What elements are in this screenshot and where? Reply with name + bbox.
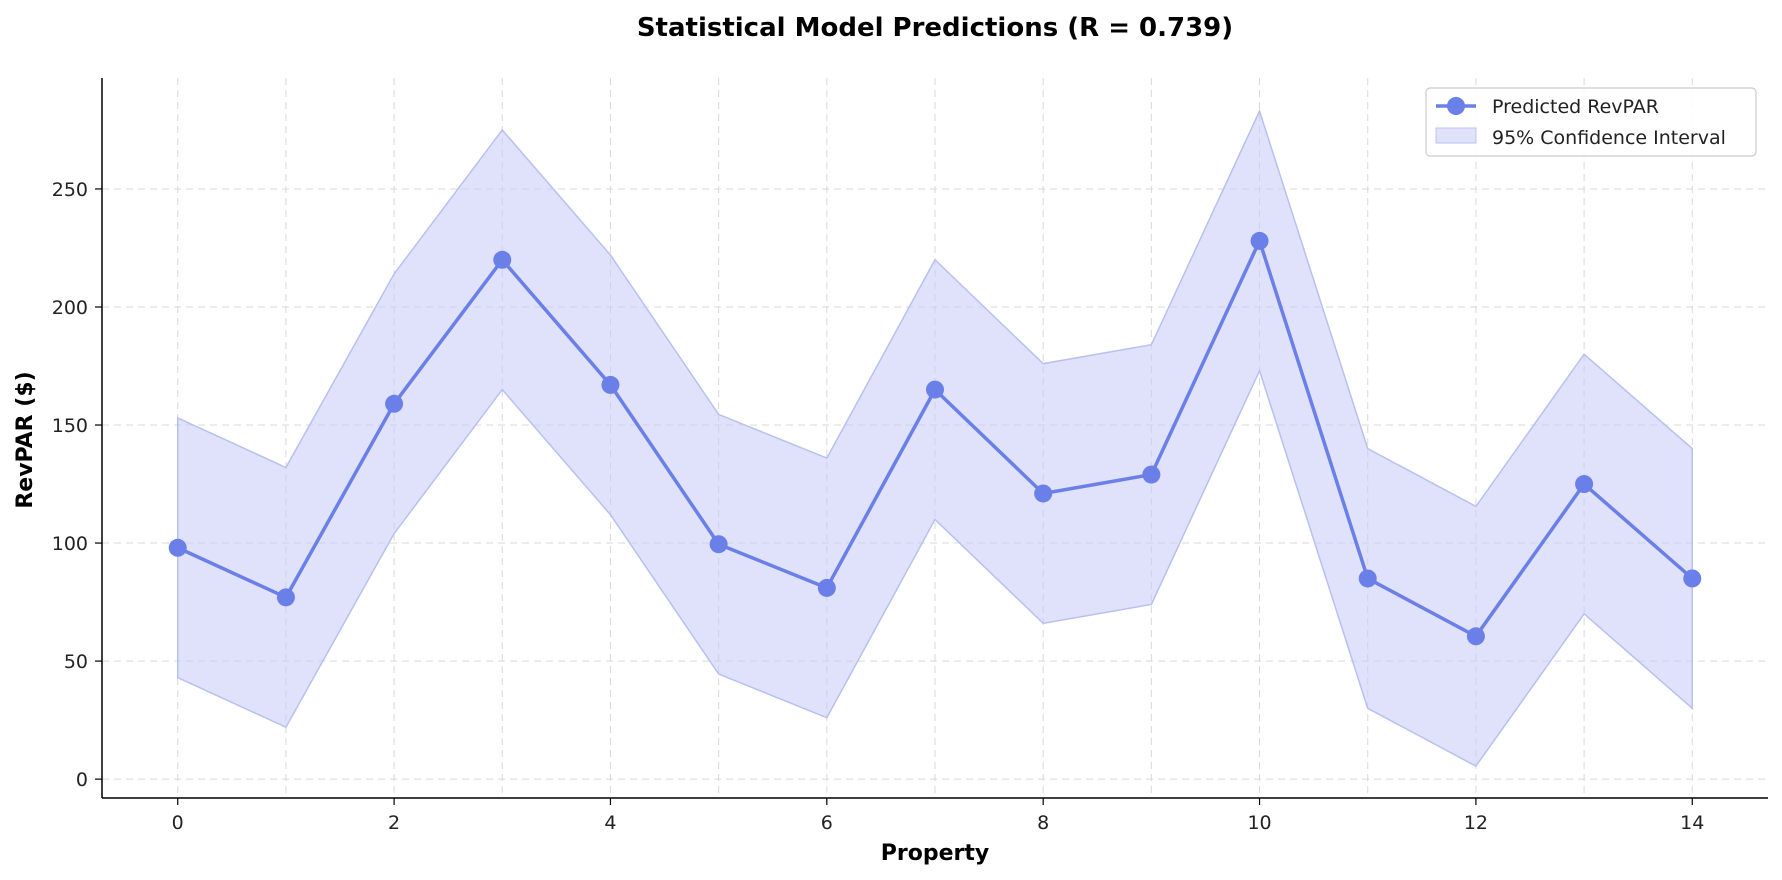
data-point-13 [1575,475,1594,494]
data-point-1 [276,588,295,607]
x-tick-label-8: 8 [1037,812,1049,834]
y-tick-label-50: 50 [64,651,88,673]
axes [95,78,1768,805]
data-point-5 [709,535,728,554]
x-tick-label-2: 2 [388,812,400,834]
legend: Predicted RevPAR 95% Confidence Interval [1425,87,1757,157]
y-tick-label-200: 200 [52,297,88,319]
data-point-9 [1142,465,1161,484]
x-tick-label-10: 10 [1247,812,1271,834]
data-point-11 [1358,569,1377,588]
legend-frame [1425,87,1757,157]
data-point-4 [601,375,620,394]
data-point-2 [385,394,404,413]
y-axis-label: RevPAR ($) [13,371,38,508]
legend-label-ci: 95% Confidence Interval [1492,127,1726,149]
legend-band-swatch [1435,127,1477,144]
data-point-6 [817,578,836,597]
data-point-14 [1683,569,1702,588]
series-layer [168,231,1702,646]
y-tick-label-150: 150 [52,415,88,437]
legend-label-predicted: Predicted RevPAR [1492,96,1659,118]
confidence-band-layer [176,108,1694,768]
data-point-12 [1466,627,1485,646]
y-tick-label-100: 100 [52,533,88,555]
confidence-interval-band [176,108,1694,768]
data-point-0 [168,538,187,557]
y-tick-label-250: 250 [52,179,88,201]
tick-labels: 0 2 4 6 8 10 12 14 0 50 100 150 200 250 [52,179,1705,834]
x-tick-label-0: 0 [172,812,184,834]
data-point-8 [1034,484,1053,503]
x-tick-label-12: 12 [1464,812,1488,834]
x-tick-label-14: 14 [1680,812,1704,834]
x-tick-label-6: 6 [821,812,833,834]
data-point-10 [1250,231,1269,250]
x-axis-label: Property [881,841,989,866]
data-point-3 [493,250,512,269]
chart-title: Statistical Model Predictions (R = 0.739… [637,13,1233,43]
data-point-7 [926,380,944,399]
y-tick-label-0: 0 [76,769,88,791]
x-tick-label-4: 4 [604,812,616,834]
legend-marker-swatch [1447,97,1465,115]
